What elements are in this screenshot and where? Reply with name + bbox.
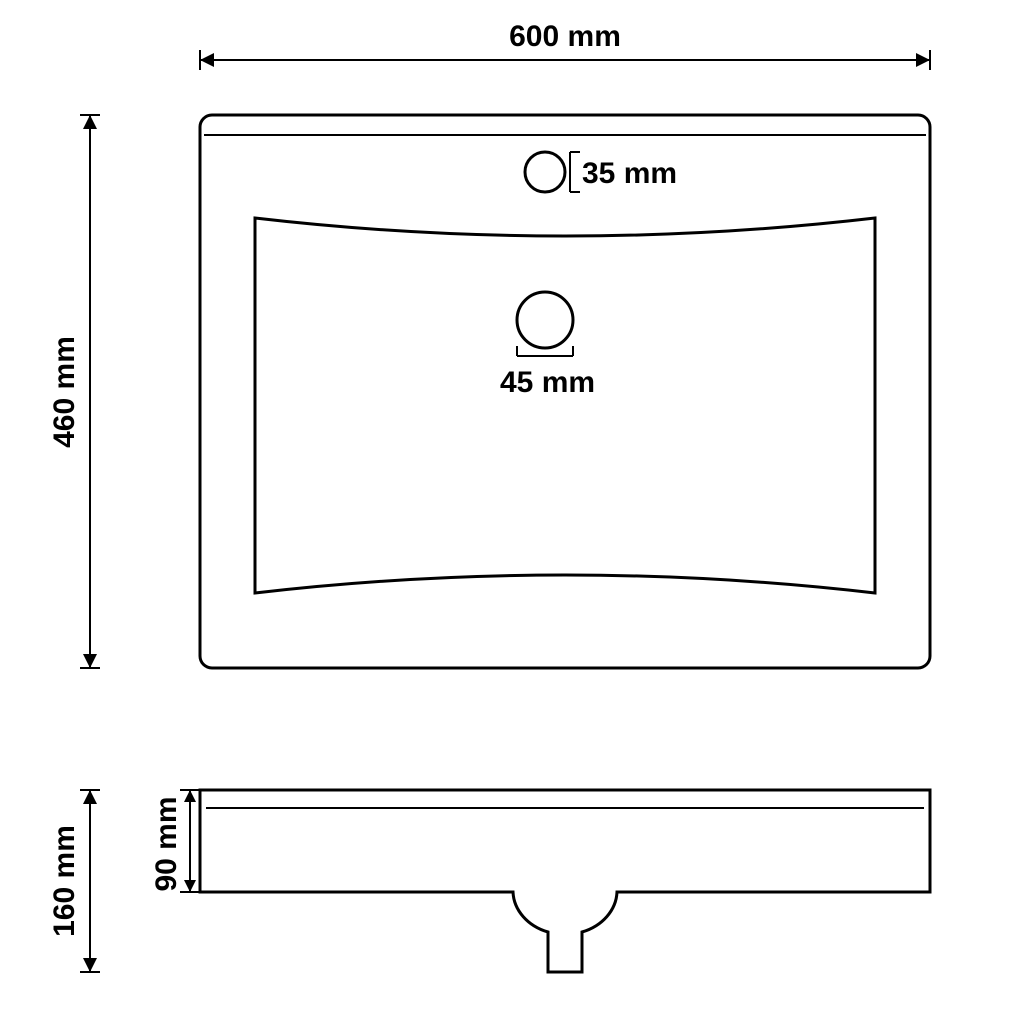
dimension-vertical: 460 mm [48,115,100,668]
dimension-horizontal: 600 mm [200,20,930,70]
faucet-hole [525,152,565,192]
side-view [200,790,930,972]
dimension-label: 600 mm [509,20,621,53]
dimension-label: 35 mm [582,157,677,190]
basin-outline [255,218,875,593]
dimension-label: 460 mm [48,336,81,448]
dimension-vertical: 160 mm [48,790,100,972]
drain-hole [517,292,573,348]
dimension-label: 90 mm [150,796,183,891]
dimension-label: 45 mm [500,366,595,399]
dimension-vertical: 90 mm [150,790,200,892]
dimension-label: 160 mm [48,825,81,937]
top-view: 35 mm 45 mm [200,115,930,668]
side-outline [200,790,930,972]
